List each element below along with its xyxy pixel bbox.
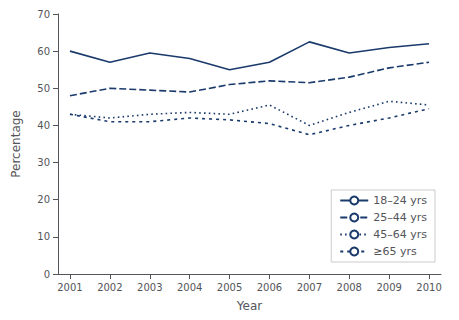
svg-text:2006: 2006	[257, 282, 282, 293]
svg-text:18–24 yrs: 18–24 yrs	[373, 194, 427, 207]
svg-text:2002: 2002	[97, 282, 122, 293]
svg-text:0: 0	[44, 269, 50, 280]
svg-text:2009: 2009	[376, 282, 401, 293]
svg-text:10: 10	[37, 231, 50, 242]
svg-text:2008: 2008	[337, 282, 362, 293]
svg-text:≥65 yrs: ≥65 yrs	[373, 245, 417, 258]
svg-text:Year: Year	[236, 299, 262, 313]
svg-text:40: 40	[37, 120, 50, 131]
svg-text:45–64 yrs: 45–64 yrs	[373, 228, 427, 241]
svg-text:2010: 2010	[416, 282, 441, 293]
svg-text:20: 20	[37, 194, 50, 205]
svg-text:Percentage: Percentage	[9, 110, 23, 178]
svg-text:2001: 2001	[57, 282, 82, 293]
svg-text:2004: 2004	[177, 282, 202, 293]
svg-text:2005: 2005	[217, 282, 242, 293]
svg-text:60: 60	[37, 46, 50, 57]
svg-text:2003: 2003	[137, 282, 162, 293]
svg-text:50: 50	[37, 83, 50, 94]
svg-text:30: 30	[37, 157, 50, 168]
svg-text:25–44 yrs: 25–44 yrs	[373, 211, 427, 224]
svg-text:2007: 2007	[297, 282, 322, 293]
svg-text:70: 70	[37, 9, 50, 20]
